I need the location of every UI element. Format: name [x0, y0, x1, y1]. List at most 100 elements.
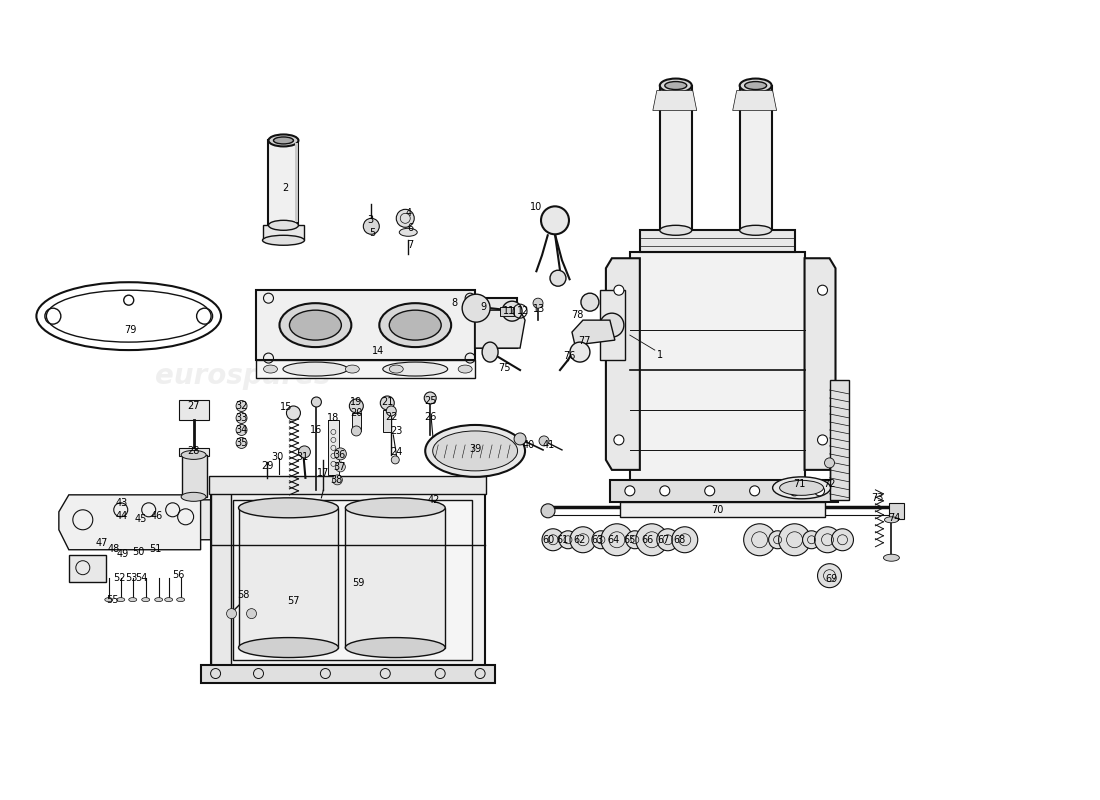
- Text: 43: 43: [116, 498, 128, 508]
- Text: 39: 39: [469, 444, 482, 454]
- Circle shape: [336, 462, 345, 472]
- Ellipse shape: [155, 598, 163, 602]
- Polygon shape: [660, 86, 692, 230]
- Ellipse shape: [289, 310, 341, 340]
- Circle shape: [462, 294, 491, 322]
- Circle shape: [351, 426, 361, 436]
- Ellipse shape: [263, 235, 305, 246]
- Text: 40: 40: [522, 440, 536, 450]
- Text: 76: 76: [563, 351, 575, 361]
- Text: 9: 9: [480, 302, 486, 312]
- Ellipse shape: [177, 598, 185, 602]
- Circle shape: [542, 529, 564, 550]
- Text: 35: 35: [235, 438, 248, 448]
- Text: eurospares: eurospares: [649, 362, 824, 390]
- Text: 2: 2: [283, 183, 288, 194]
- Text: 17: 17: [317, 468, 330, 478]
- Text: 66: 66: [641, 534, 654, 545]
- Circle shape: [286, 406, 300, 420]
- Ellipse shape: [383, 362, 448, 376]
- Circle shape: [541, 504, 556, 518]
- Text: 63: 63: [592, 534, 604, 545]
- Circle shape: [381, 396, 394, 410]
- Text: 61: 61: [557, 534, 569, 545]
- Text: 6: 6: [407, 223, 414, 234]
- Polygon shape: [606, 258, 640, 470]
- Bar: [255, 360, 475, 378]
- Text: 52: 52: [113, 573, 127, 582]
- Ellipse shape: [745, 82, 767, 90]
- Ellipse shape: [182, 450, 206, 459]
- Circle shape: [550, 270, 566, 286]
- Polygon shape: [804, 258, 836, 470]
- Text: 78: 78: [571, 310, 583, 320]
- Bar: [500, 307, 514, 316]
- Circle shape: [332, 475, 342, 485]
- Text: 38: 38: [330, 475, 342, 485]
- Polygon shape: [652, 90, 696, 110]
- Circle shape: [803, 530, 821, 549]
- Text: 21: 21: [381, 397, 394, 407]
- Bar: [210, 490, 231, 670]
- Text: 44: 44: [116, 510, 128, 521]
- Circle shape: [657, 529, 679, 550]
- Bar: [609, 480, 837, 502]
- Ellipse shape: [399, 228, 417, 236]
- Circle shape: [672, 526, 697, 553]
- Ellipse shape: [104, 598, 113, 602]
- Text: 15: 15: [280, 402, 293, 412]
- Text: 13: 13: [532, 304, 546, 314]
- Circle shape: [744, 524, 775, 556]
- Circle shape: [790, 486, 800, 496]
- Text: 20: 20: [350, 408, 363, 418]
- Text: 36: 36: [333, 450, 345, 460]
- Ellipse shape: [345, 365, 360, 373]
- Ellipse shape: [129, 598, 136, 602]
- Text: 64: 64: [608, 534, 620, 545]
- Text: 7: 7: [407, 240, 414, 250]
- Ellipse shape: [268, 134, 298, 146]
- Text: 53: 53: [125, 573, 138, 582]
- Ellipse shape: [739, 226, 771, 235]
- Text: 48: 48: [108, 544, 120, 554]
- Text: 11: 11: [503, 306, 515, 316]
- Text: 55: 55: [107, 594, 119, 605]
- Polygon shape: [69, 554, 106, 582]
- Circle shape: [769, 530, 786, 549]
- Ellipse shape: [279, 303, 351, 347]
- Circle shape: [334, 448, 346, 460]
- Text: 37: 37: [333, 462, 345, 472]
- Bar: [475, 298, 517, 348]
- Ellipse shape: [165, 598, 173, 602]
- Text: 71: 71: [793, 479, 806, 489]
- Text: 24: 24: [390, 447, 403, 457]
- Circle shape: [581, 293, 598, 311]
- Text: 14: 14: [372, 346, 384, 356]
- Ellipse shape: [739, 78, 771, 93]
- Ellipse shape: [264, 365, 277, 373]
- Text: 5: 5: [370, 228, 375, 238]
- Bar: [232, 500, 472, 659]
- Text: 60: 60: [542, 534, 554, 545]
- Text: 34: 34: [235, 425, 248, 435]
- Text: 70: 70: [712, 505, 724, 515]
- Circle shape: [592, 530, 609, 549]
- Ellipse shape: [379, 303, 451, 347]
- Circle shape: [705, 486, 715, 496]
- Circle shape: [817, 285, 827, 295]
- Text: 1: 1: [657, 350, 663, 360]
- Text: 49: 49: [117, 549, 129, 558]
- Ellipse shape: [884, 517, 899, 522]
- Circle shape: [750, 486, 760, 496]
- Circle shape: [636, 524, 668, 556]
- Polygon shape: [739, 86, 771, 230]
- Circle shape: [570, 526, 596, 553]
- Circle shape: [625, 486, 635, 496]
- Circle shape: [425, 392, 437, 404]
- Circle shape: [350, 399, 363, 413]
- Text: 42: 42: [428, 495, 440, 505]
- Text: 10: 10: [530, 202, 542, 212]
- Circle shape: [311, 397, 321, 407]
- Bar: [239, 508, 339, 647]
- Bar: [630, 252, 804, 482]
